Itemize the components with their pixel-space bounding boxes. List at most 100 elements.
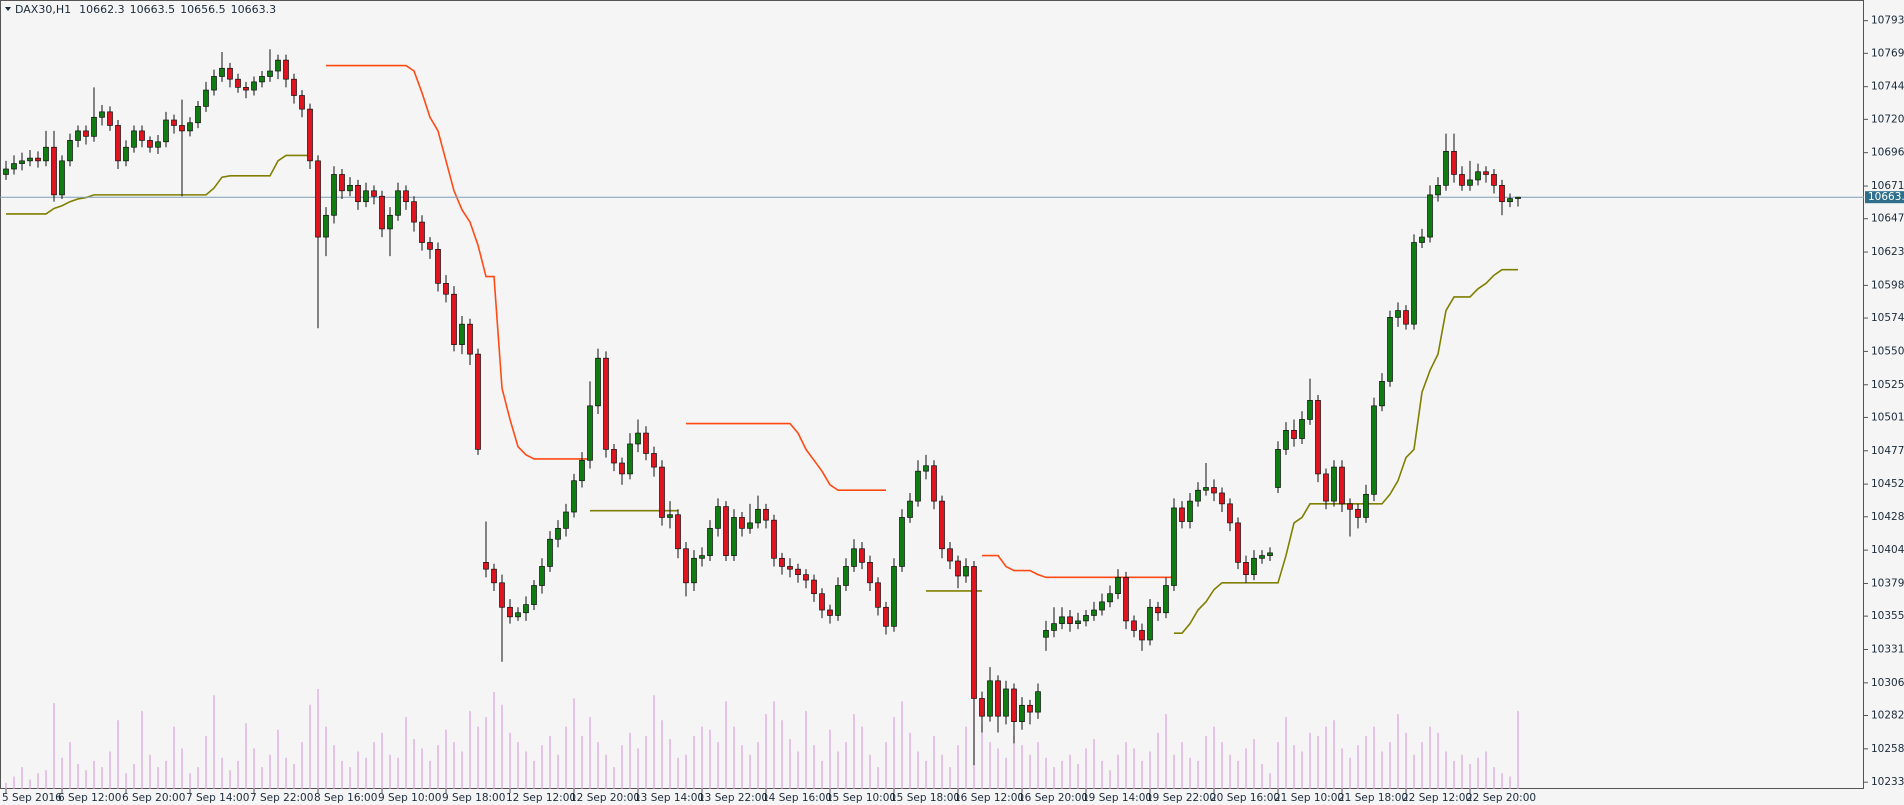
last-price-label: 10663.3 (1868, 191, 1904, 203)
candle-body (651, 453, 657, 468)
y-tick-label: 10525.5 (1871, 379, 1904, 391)
candle-body (1515, 196, 1521, 199)
candle-body (1235, 522, 1241, 563)
candle-body (1083, 615, 1089, 622)
candle-body (1291, 429, 1297, 439)
symbol-menu-icon[interactable] (5, 7, 11, 11)
candle-body (723, 506, 729, 556)
candle-body (331, 174, 337, 216)
x-tick-label: 12 Sep 20:00 (570, 792, 640, 804)
candle-body (531, 585, 537, 605)
y-tick-label: 10355.5 (1871, 610, 1904, 622)
candle-body (1307, 400, 1313, 420)
candle-body (299, 95, 305, 110)
candle-body (75, 130, 81, 141)
y-tick-label: 10623.0 (1871, 246, 1904, 258)
candle-body (1099, 601, 1105, 611)
y-tick-label: 10233.5 (1871, 776, 1904, 788)
candle-body (1491, 174, 1497, 186)
candle-body (259, 76, 265, 83)
candle-body (867, 562, 873, 584)
y-tick-label: 10696.0 (1871, 147, 1904, 159)
candle-body (1171, 507, 1177, 586)
candle-body (947, 548, 953, 562)
candle-body (315, 160, 321, 238)
candle-body (283, 59, 289, 80)
candle-body (643, 432, 649, 454)
candle-body (803, 574, 809, 581)
candle-body (1483, 171, 1489, 175)
candle-body (691, 557, 697, 584)
candle-body (1283, 429, 1289, 450)
candle-body (107, 111, 113, 126)
candle-body (659, 466, 665, 518)
candle-body (1075, 620, 1081, 624)
candle-layer (3, 49, 1521, 766)
candle-body (1019, 704, 1025, 722)
x-tick-label: 6 Sep 20:00 (122, 792, 185, 804)
plot-frame (0, 0, 1864, 789)
volume-layer (5, 689, 1519, 789)
x-tick-label: 22 Sep 20:00 (1466, 792, 1536, 804)
candle-body (891, 566, 897, 627)
candle-body (907, 500, 913, 518)
candle-body (707, 527, 713, 556)
candle-body (1315, 400, 1321, 475)
close-value: 10663.3 (231, 3, 277, 16)
candle-body (555, 527, 561, 540)
x-tick-label: 9 Sep 18:00 (442, 792, 505, 804)
candle-body (715, 506, 721, 529)
indicator-layer (0, 64, 1864, 634)
indicator-line (982, 554, 1174, 579)
candle-body (131, 130, 137, 148)
candle-body (931, 465, 937, 502)
candle-body (1155, 606, 1161, 614)
candle-body (51, 146, 57, 196)
x-tick-label: 22 Sep 12:00 (1402, 792, 1472, 804)
candle-body (171, 119, 177, 126)
candle-body (339, 174, 345, 192)
x-tick-label: 16 Sep 20:00 (1018, 792, 1088, 804)
y-tick-label: 10769.0 (1871, 47, 1904, 59)
candle-body (1227, 503, 1233, 524)
candle-body (1323, 473, 1329, 502)
candle-body (219, 67, 225, 77)
candle-body (1187, 500, 1193, 522)
candle-body (1267, 552, 1273, 556)
candle-body (355, 184, 361, 203)
x-tick-label: 20 Sep 16:00 (1210, 792, 1280, 804)
candle-body (1003, 688, 1009, 717)
candle-body (1131, 620, 1137, 631)
candle-body (1243, 562, 1249, 575)
x-tick-label: 14 Sep 16:00 (762, 792, 832, 804)
x-tick-label: 21 Sep 10:00 (1274, 792, 1344, 804)
x-tick-label: 13 Sep 14:00 (634, 792, 704, 804)
candle-body (1355, 508, 1361, 518)
candle-body (587, 405, 593, 461)
candle-body (155, 141, 161, 148)
candle-body (739, 517, 745, 529)
x-tick-label: 12 Sep 12:00 (506, 792, 576, 804)
candle-body (1275, 449, 1281, 488)
candle-body (19, 160, 25, 164)
candle-body (843, 566, 849, 586)
indicator-line (686, 422, 886, 492)
candle-body (667, 514, 673, 518)
candle-body (1387, 317, 1393, 382)
candle-body (1499, 184, 1505, 203)
candle-body (779, 557, 785, 567)
candle-body (611, 449, 617, 464)
candle-body (1339, 466, 1345, 505)
candle-body (635, 432, 641, 445)
candle-body (147, 140, 153, 148)
candle-body (43, 146, 49, 162)
candle-body (475, 353, 481, 450)
candle-body (955, 560, 961, 577)
candle-body (1395, 310, 1401, 318)
candle-body (115, 125, 121, 162)
candle-body (939, 500, 945, 550)
candle-body (755, 508, 761, 524)
candle-body (1451, 150, 1457, 175)
candle-body (291, 78, 297, 96)
x-tick-label: 19 Sep 14:00 (1082, 792, 1152, 804)
